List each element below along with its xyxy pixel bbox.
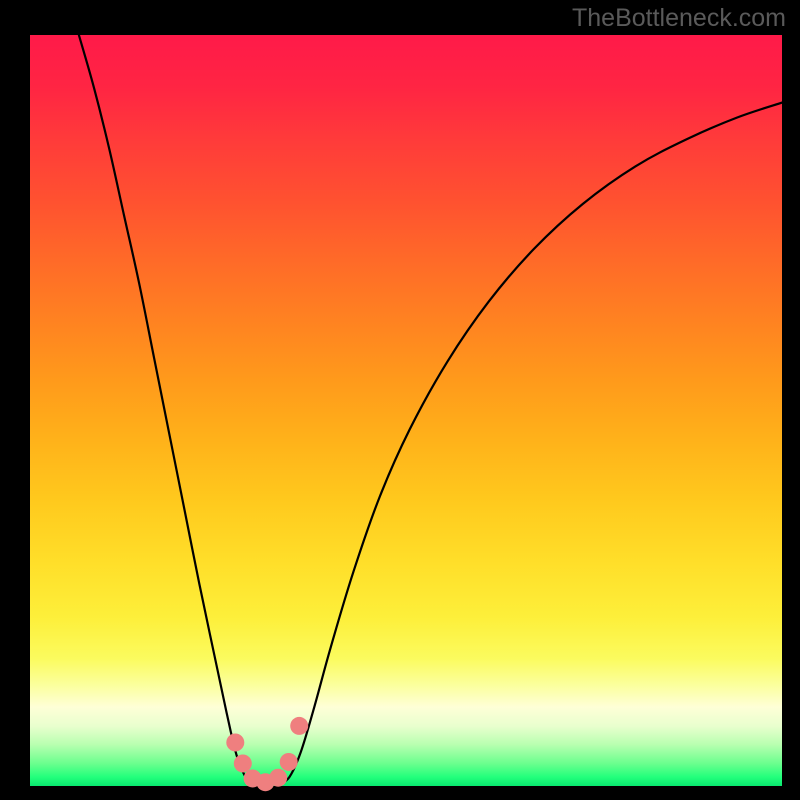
data-marker	[290, 717, 308, 735]
data-marker	[234, 754, 252, 772]
chart-frame: TheBottleneck.com	[0, 0, 800, 800]
bottleneck-chart	[0, 0, 800, 800]
data-marker	[280, 753, 298, 771]
data-marker	[226, 733, 244, 751]
data-marker	[269, 769, 287, 787]
watermark-text: TheBottleneck.com	[572, 4, 786, 33]
